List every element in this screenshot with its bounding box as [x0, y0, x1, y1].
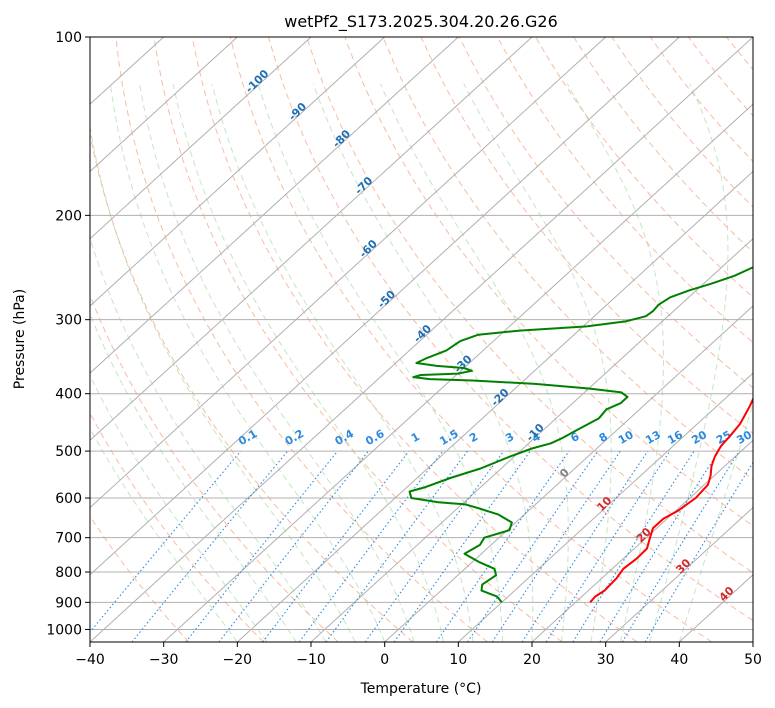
isotherm-line	[90, 37, 238, 173]
y-tick-label: 700	[55, 531, 82, 547]
isotherm-line	[90, 37, 680, 576]
moist-adiabat	[380, 83, 569, 642]
y-tick-label: 200	[55, 208, 82, 224]
moist-adiabat	[566, 83, 664, 642]
dry-adiabat	[268, 37, 753, 622]
isotherm-line	[90, 37, 533, 442]
profile-series	[408, 266, 753, 603]
mixing-ratio-line	[185, 450, 339, 642]
isotherm-line	[163, 103, 753, 642]
mixing-ratio-line	[521, 450, 649, 642]
x-axis-ticks: −40 −30 −20 −10 0 10 20 30 40 50	[75, 642, 762, 668]
dry-adiabat	[535, 37, 753, 298]
mixing-ratio-line	[325, 450, 468, 642]
y-tick-label: 1000	[46, 622, 82, 638]
y-tick-label: 500	[55, 444, 82, 460]
mixing-ratio-line	[467, 450, 599, 642]
dewpoint-profile-line	[408, 266, 753, 603]
isotherm-line	[457, 372, 753, 642]
x-tick-label: 10	[449, 652, 467, 668]
x-tick-label: 0	[380, 652, 389, 668]
y-tick-label: 300	[55, 313, 82, 329]
x-tick-label: −20	[223, 652, 253, 668]
mixing-ratio-lines	[90, 450, 753, 642]
moist-adiabat	[139, 83, 415, 642]
isotherm-line	[90, 37, 753, 642]
temperature-profile-line	[589, 396, 753, 603]
mixing-ratio-line	[131, 450, 289, 642]
x-tick-label: 30	[597, 652, 615, 668]
isotherm-line	[531, 439, 753, 642]
moist-adiabat	[90, 427, 238, 642]
isotherm-line	[90, 37, 312, 240]
x-tick-label: 20	[523, 652, 541, 668]
moist-adiabat	[90, 374, 268, 642]
moist-adiabat	[90, 312, 297, 642]
isotherm-line	[90, 37, 607, 509]
dry-adiabat	[90, 131, 414, 642]
mixing-ratio-label: 30	[734, 428, 754, 447]
plot-frame	[89, 36, 754, 643]
mixing-ratio-line	[262, 450, 410, 642]
dry-adiabat	[306, 37, 753, 574]
dry-adiabat	[496, 37, 753, 344]
x-axis-label: Temperature (°C)	[360, 681, 482, 697]
x-tick-label: −10	[296, 652, 326, 668]
x-tick-label: 50	[744, 652, 762, 668]
moist-adiabat	[90, 123, 356, 642]
mixing-ratio-line	[545, 450, 671, 642]
mixing-ratio-line	[364, 450, 505, 642]
isotherm-line	[310, 237, 753, 642]
skewed-isotherms	[90, 37, 753, 642]
chart-title: wetPf2_S173.2025.304.20.26.G26	[284, 12, 558, 32]
isotherm-line	[90, 37, 386, 307]
y-axis-label: Pressure (hPa)	[12, 289, 28, 389]
y-tick-label: 800	[55, 565, 82, 581]
x-tick-label: −30	[149, 652, 179, 668]
dry-adiabat	[90, 515, 190, 642]
mixing-ratio-line	[393, 450, 531, 642]
moist-adiabat	[678, 401, 753, 642]
dry-adiabat	[191, 37, 638, 642]
x-tick-label: −40	[75, 652, 105, 668]
moist-adiabat	[211, 83, 474, 642]
y-axis-ticks: 100 200 300 400 500 600 700 800 900 1000	[46, 30, 90, 638]
x-tick-label: 40	[670, 652, 688, 668]
y-tick-label: 100	[55, 30, 82, 46]
y-tick-label: 900	[55, 595, 82, 611]
dry-adiabat	[382, 37, 753, 481]
isotherm-line	[384, 305, 753, 642]
moist-adiabat	[312, 83, 534, 642]
isotherm-line	[90, 37, 459, 374]
y-tick-label: 600	[55, 491, 82, 507]
mixing-ratio-line	[621, 450, 740, 642]
dry-adiabat	[90, 412, 264, 642]
mixing-ratio-line	[435, 450, 570, 642]
moist-adiabat	[90, 236, 327, 642]
mixing-ratio-line	[572, 450, 695, 642]
dry-adiabat	[115, 37, 488, 642]
isotherm-line	[605, 506, 753, 642]
y-tick-label: 400	[55, 387, 82, 403]
dry-adiabat	[153, 37, 563, 642]
moist-adiabat	[649, 83, 729, 642]
moist-adiabat	[172, 83, 445, 642]
isotherm-line	[236, 170, 753, 642]
mixing-ratio-line	[90, 450, 242, 633]
plot-area: 0.10.20.40.611.52346810131620253036-100-…	[90, 37, 754, 642]
mixing-ratio-line	[491, 450, 621, 642]
